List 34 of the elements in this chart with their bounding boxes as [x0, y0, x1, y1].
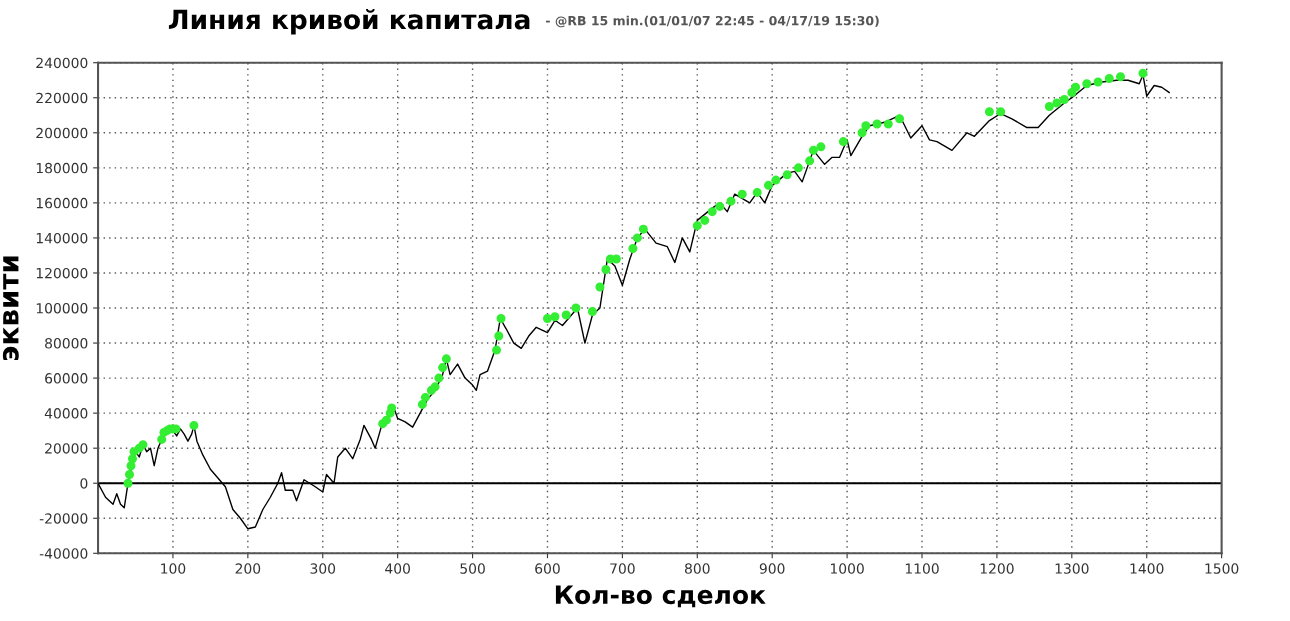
x-tick-label: 1300 [1055, 563, 1089, 574]
y-tick-label: -20000 [39, 513, 88, 524]
y-tick-label: 180000 [36, 162, 88, 174]
x-tick-label: 800 [684, 563, 710, 574]
x-tick-label: 1100 [905, 563, 939, 574]
y-tick-label: 20000 [45, 443, 88, 454]
x-tick-label: 300 [310, 563, 336, 574]
y-tick-label: 100000 [36, 302, 88, 314]
x-tick-label: 900 [759, 563, 785, 574]
y-tick-label: 120000 [36, 267, 88, 279]
x-axis-title: Кол-во сделок [555, 585, 766, 608]
x-tick-label: 1200 [980, 563, 1014, 574]
x-tick-label: 1000 [830, 563, 864, 574]
y-tick-label: 40000 [44, 408, 88, 419]
y-tick-label: 240000 [36, 57, 88, 69]
y-tick-label: 200000 [36, 127, 88, 139]
x-tick-label: 200 [235, 563, 261, 574]
y-tick-label: 80000 [45, 338, 88, 349]
y-tick-label: 220000 [36, 92, 88, 104]
x-tick-label: 400 [385, 563, 410, 574]
x-tick-label: 500 [460, 563, 485, 574]
chart-subtitle: - @RB 15 min.(01/01/07 22:45 - 04/17/19 15:30) [546, 15, 879, 28]
y-tick-label: 60000 [45, 373, 88, 384]
x-tick-label: 700 [610, 563, 635, 574]
y-tick-label: 160000 [36, 197, 88, 209]
chart-title: Линия кривой капитала [168, 8, 530, 35]
y-tick-label: 140000 [36, 232, 88, 244]
y-tick-label: -40000 [39, 548, 88, 559]
x-tick-label: 1500 [1205, 563, 1239, 574]
y-axis-title: эквити [2, 256, 19, 361]
x-tick-label: 600 [535, 563, 560, 574]
x-tick-label: 100 [161, 563, 186, 574]
y-tick-label: 0 [80, 478, 88, 489]
x-tick-label: 1400 [1130, 563, 1164, 574]
